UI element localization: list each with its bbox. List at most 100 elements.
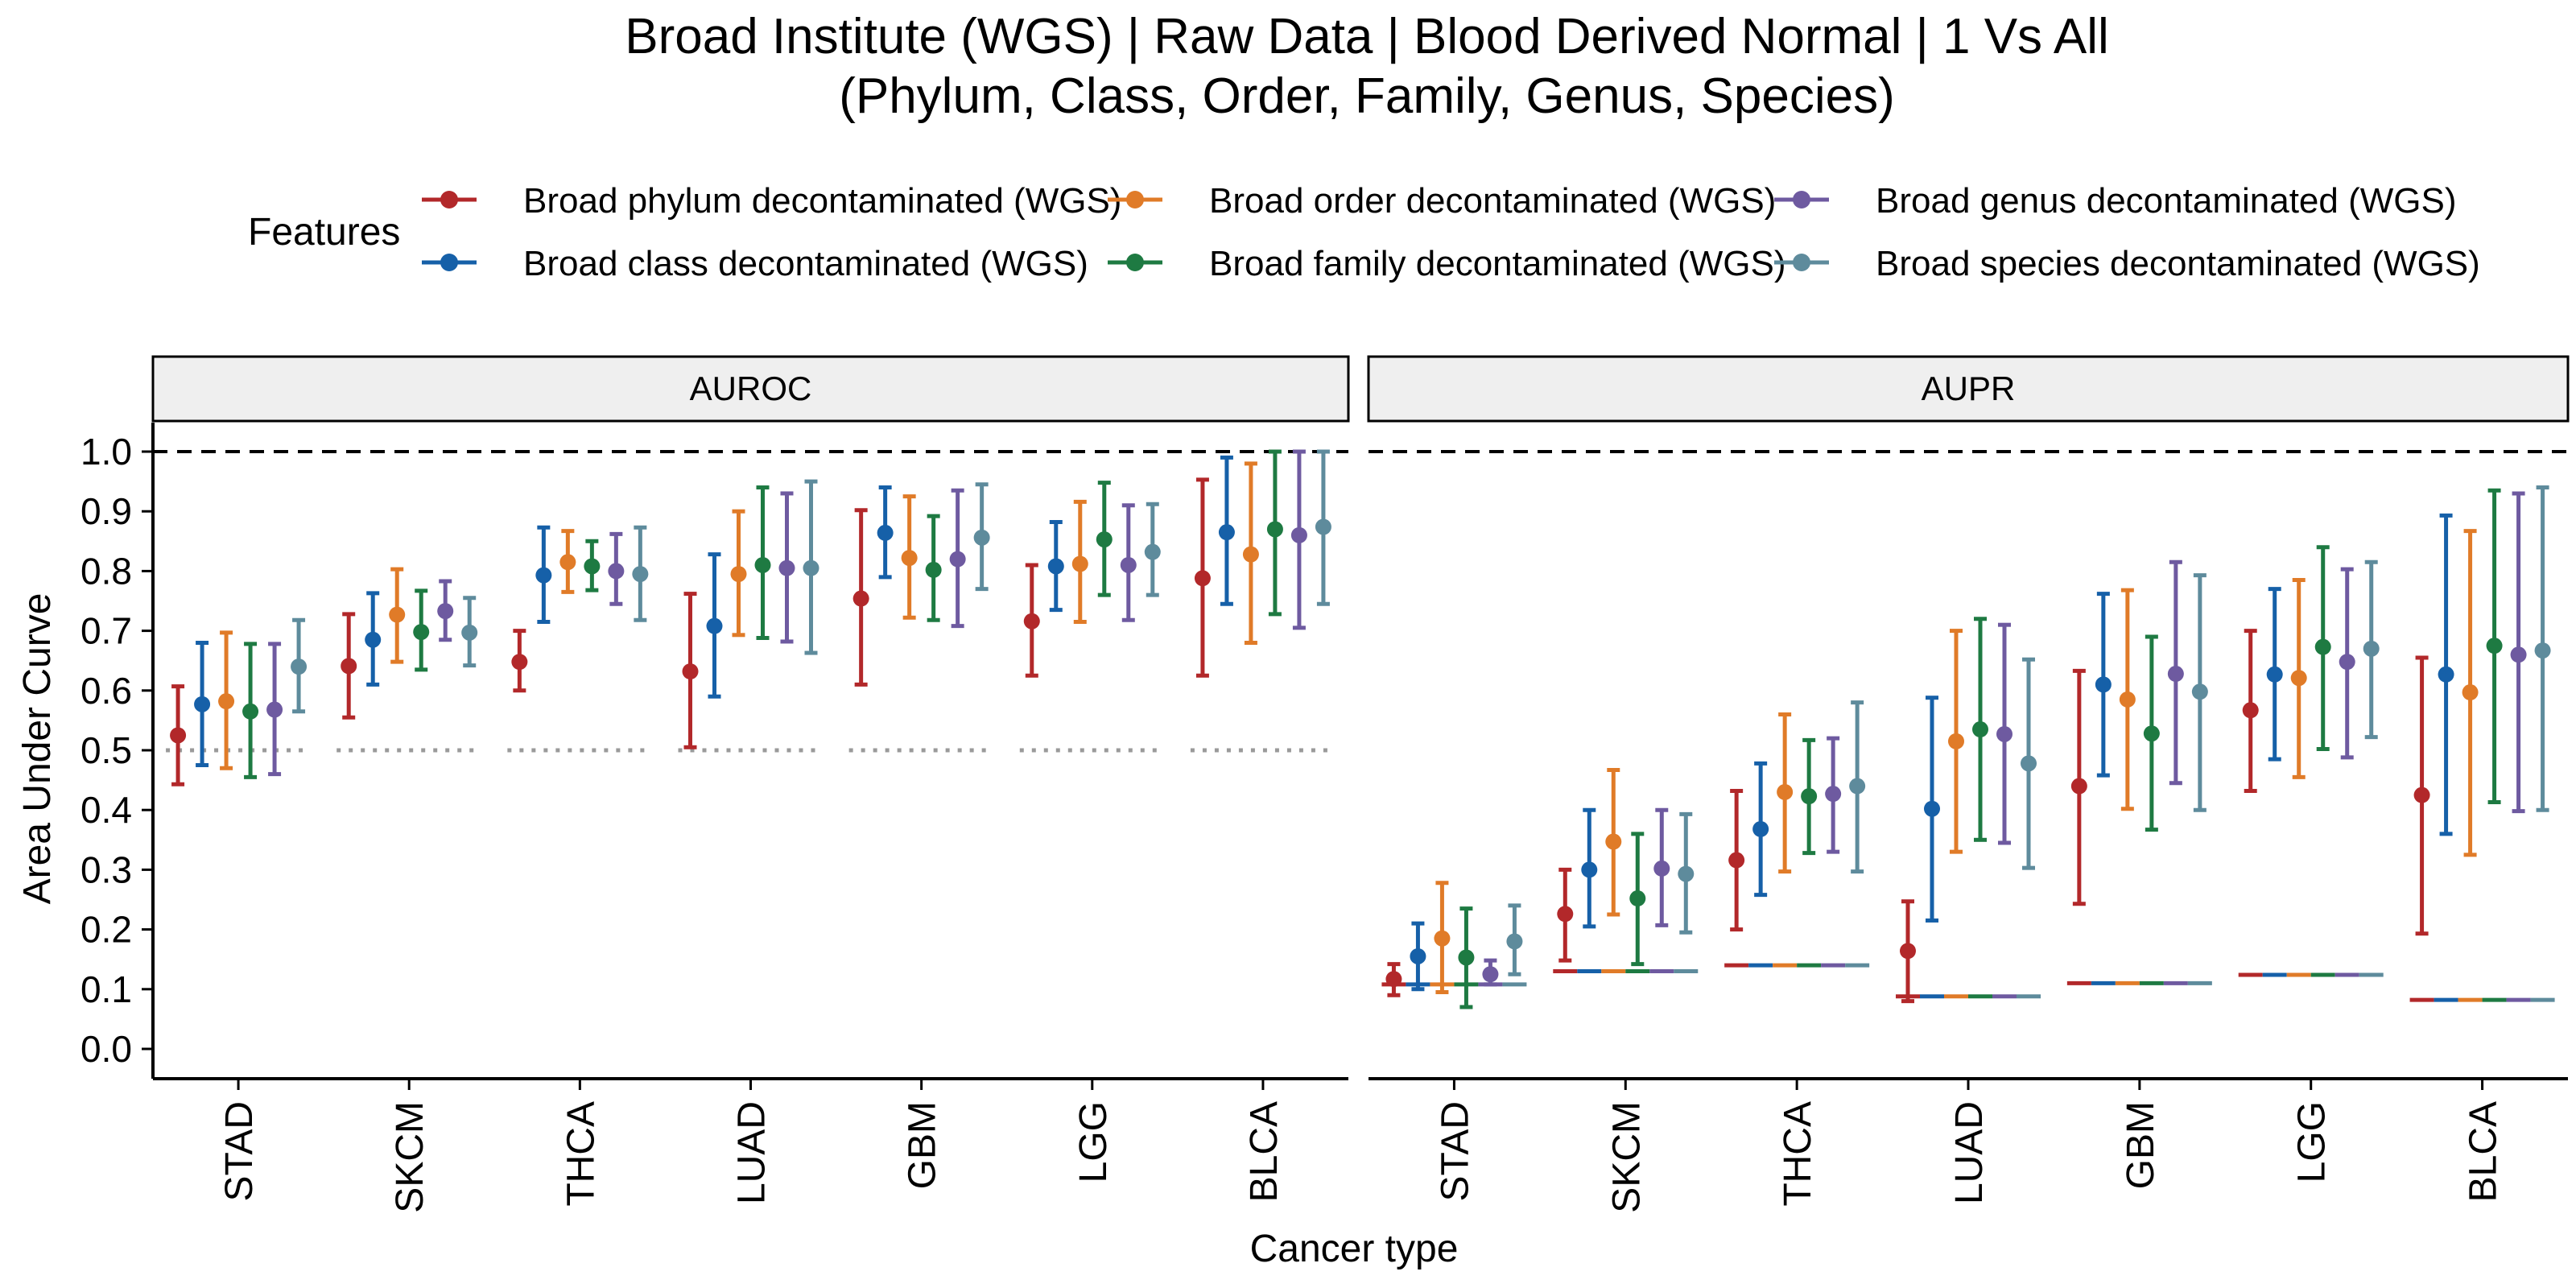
data-point xyxy=(1557,906,1574,923)
y-tick-label: 0.1 xyxy=(80,968,132,1010)
data-point xyxy=(1410,947,1426,964)
data-point xyxy=(413,624,430,641)
data-point xyxy=(778,559,795,576)
category-stad xyxy=(1385,881,1523,1009)
y-tick-label: 0.9 xyxy=(80,490,132,532)
legend-item-broad-order-decontaminated-wgs: Broad order decontaminated (WGS) xyxy=(1108,181,1776,221)
legend-item-broad-family-decontaminated-wgs: Broad family decontaminated (WGS) xyxy=(1108,244,1786,283)
data-point xyxy=(2095,676,2112,693)
data-point xyxy=(1385,971,1402,988)
data-point xyxy=(1434,930,1451,947)
data-point xyxy=(1266,521,1283,538)
data-point xyxy=(1678,865,1695,882)
category-lgg xyxy=(1023,481,1161,678)
category-thca xyxy=(511,525,649,693)
legend-label: Broad order decontaminated (WGS) xyxy=(1209,181,1776,221)
data-point xyxy=(1605,833,1622,850)
category-gbm xyxy=(852,482,990,687)
y-tick-label: 0.2 xyxy=(80,909,132,951)
data-point xyxy=(1972,721,1988,738)
data-point xyxy=(2462,684,2479,701)
data-point xyxy=(1996,725,2013,742)
data-point xyxy=(877,524,894,541)
chart-title-line1: Broad Institute (WGS) | Raw Data | Blood… xyxy=(625,9,2109,64)
data-point xyxy=(1071,555,1088,572)
x-tick-label-gbm: GBM xyxy=(2120,1101,2162,1189)
data-point xyxy=(1023,613,1040,630)
x-tick-label-blca: BLCA xyxy=(2462,1101,2505,1202)
data-point xyxy=(1458,949,1475,966)
data-point xyxy=(1752,820,1769,837)
category-skcm xyxy=(341,567,478,720)
x-tick-label-skcm: SKCM xyxy=(389,1101,431,1213)
data-point xyxy=(1653,860,1670,877)
data-point xyxy=(2070,778,2087,795)
legend-label: Broad genus decontaminated (WGS) xyxy=(1876,181,2457,221)
y-tick-label: 1.0 xyxy=(80,431,132,473)
data-point xyxy=(1900,943,1916,960)
x-tick-label-thca: THCA xyxy=(1777,1101,1819,1207)
panel-aupr: AUPR STAD SKCM THCA LUAD GBM LGG BLCA xyxy=(1367,355,2570,1213)
data-point xyxy=(1120,556,1137,573)
data-point xyxy=(1849,778,1866,795)
data-point xyxy=(218,693,235,710)
y-tick-label: 0.3 xyxy=(80,848,132,890)
data-point xyxy=(1242,546,1259,563)
x-axis-label: Cancer type xyxy=(1250,1228,1459,1270)
category-thca xyxy=(1728,700,1866,932)
legend: Features Broad phylum decontaminated (WG… xyxy=(248,181,2480,283)
data-point xyxy=(2314,638,2331,655)
data-point xyxy=(584,558,601,575)
data-point xyxy=(242,703,259,720)
x-tick-label-lgg: LGG xyxy=(2291,1101,2334,1183)
data-point xyxy=(389,606,406,623)
legend-key-point xyxy=(440,191,458,208)
data-point xyxy=(341,658,357,675)
x-tick-label-blca: BLCA xyxy=(1243,1101,1286,1202)
data-point xyxy=(632,566,649,583)
data-point xyxy=(266,701,283,718)
legend-label: Broad species decontaminated (WGS) xyxy=(1876,244,2480,283)
panel-strip-label: AUPR xyxy=(1922,369,2016,407)
data-point xyxy=(901,550,918,567)
data-point xyxy=(365,631,382,648)
data-point xyxy=(2167,666,2184,683)
data-point xyxy=(949,551,966,568)
legend-label: Broad family decontaminated (WGS) xyxy=(1209,244,1786,283)
data-point xyxy=(559,554,576,571)
data-point xyxy=(608,563,625,580)
data-point xyxy=(2242,702,2259,719)
x-tick-label-gbm: GBM xyxy=(902,1101,944,1189)
category-luad xyxy=(1900,617,2037,1004)
data-point xyxy=(291,658,308,675)
data-point xyxy=(2339,654,2355,671)
panels: AUROC 0.0 0.1 0.2 0.3 0.4 0.5 0.6 0.7 0.8 0.9 1.0 ST… xyxy=(80,355,2570,1213)
data-point xyxy=(1924,800,1940,817)
data-point xyxy=(511,654,528,671)
y-axis-label: Area Under Curve xyxy=(16,593,59,905)
data-point xyxy=(1482,966,1499,983)
data-point xyxy=(2266,666,2283,683)
data-point xyxy=(1047,558,1064,575)
category-skcm xyxy=(1557,767,1695,967)
x-tick-label-luad: LUAD xyxy=(1948,1101,1991,1204)
legend-key-point xyxy=(440,254,458,271)
data-point xyxy=(1825,786,1842,803)
panel-strip-label: AUROC xyxy=(690,369,812,407)
legend-key-point xyxy=(1126,254,1144,271)
data-point xyxy=(1581,861,1598,878)
data-point xyxy=(1096,531,1113,548)
x-tick-label-stad: STAD xyxy=(218,1101,261,1201)
x-tick-label-luad: LUAD xyxy=(731,1101,774,1204)
category-luad xyxy=(682,479,819,749)
legend-label: Broad class decontaminated (WGS) xyxy=(523,244,1088,283)
data-point xyxy=(1801,788,1818,805)
data-point xyxy=(973,529,990,546)
panel-auroc: AUROC 0.0 0.1 0.2 0.3 0.4 0.5 0.6 0.7 0.8 0.9 1.0 ST… xyxy=(80,355,1350,1213)
data-point xyxy=(2143,725,2160,742)
category-blca xyxy=(2413,485,2551,936)
data-point xyxy=(2191,683,2208,700)
legend-item-broad-phylum-decontaminated-wgs: Broad phylum decontaminated (WGS) xyxy=(422,181,1121,221)
data-point xyxy=(194,696,211,712)
